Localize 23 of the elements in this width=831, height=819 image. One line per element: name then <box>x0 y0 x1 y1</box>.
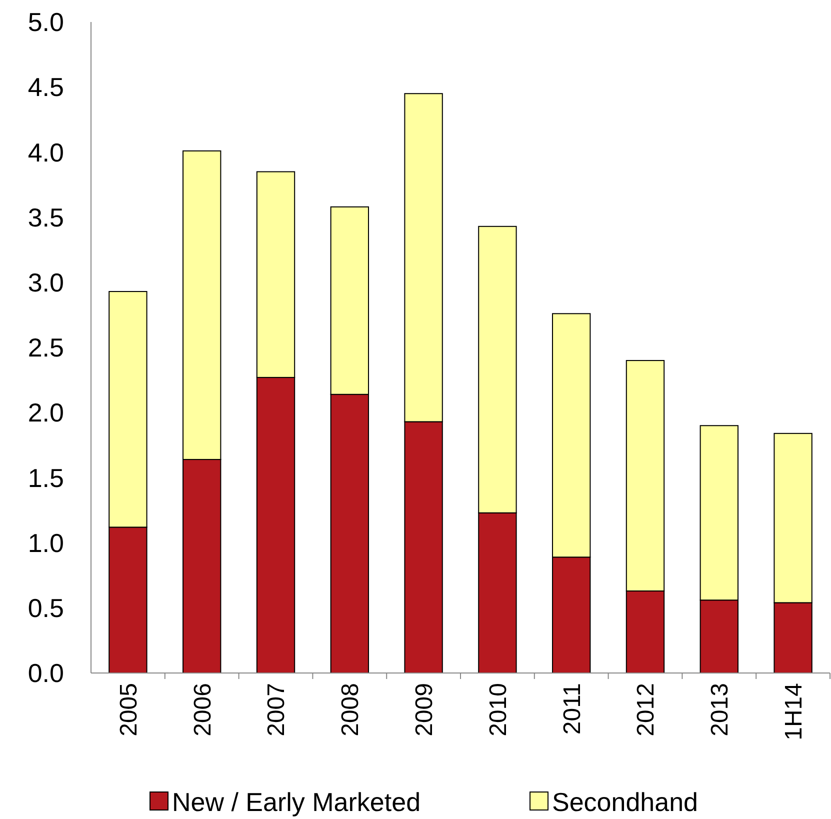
y-tick-label: 0.5 <box>28 593 64 623</box>
x-tick-label: 2011 <box>558 683 586 735</box>
x-tick-label: 2012 <box>632 683 660 736</box>
x-tick-label: 2009 <box>410 683 438 736</box>
y-tick-label: 0.0 <box>28 658 64 688</box>
legend-label: Secondhand <box>552 787 698 818</box>
y-tick-label: 4.0 <box>28 137 64 168</box>
x-tick-label: 2006 <box>189 683 216 736</box>
x-tick-label: 2008 <box>337 683 364 736</box>
y-tick-label: 5.0 <box>28 7 64 38</box>
y-tick-label: 3.0 <box>28 268 64 298</box>
y-tick-label: 2.0 <box>28 398 64 428</box>
x-tick-label: 2013 <box>706 683 734 736</box>
legend-label: New / Early Marketed <box>172 787 421 818</box>
y-tick-label: 3.5 <box>28 202 64 232</box>
y-tick-label: 1.0 <box>28 528 64 558</box>
y-tick-label: 2.5 <box>28 332 64 363</box>
x-tick-label: 1H14 <box>780 683 808 740</box>
y-tick-label: 4.5 <box>28 72 64 102</box>
x-tick-label: 2005 <box>115 683 142 736</box>
x-tick-label: 2007 <box>263 683 290 736</box>
y-tick-label: 1.5 <box>28 462 64 493</box>
x-tick-label: 2010 <box>484 683 512 736</box>
